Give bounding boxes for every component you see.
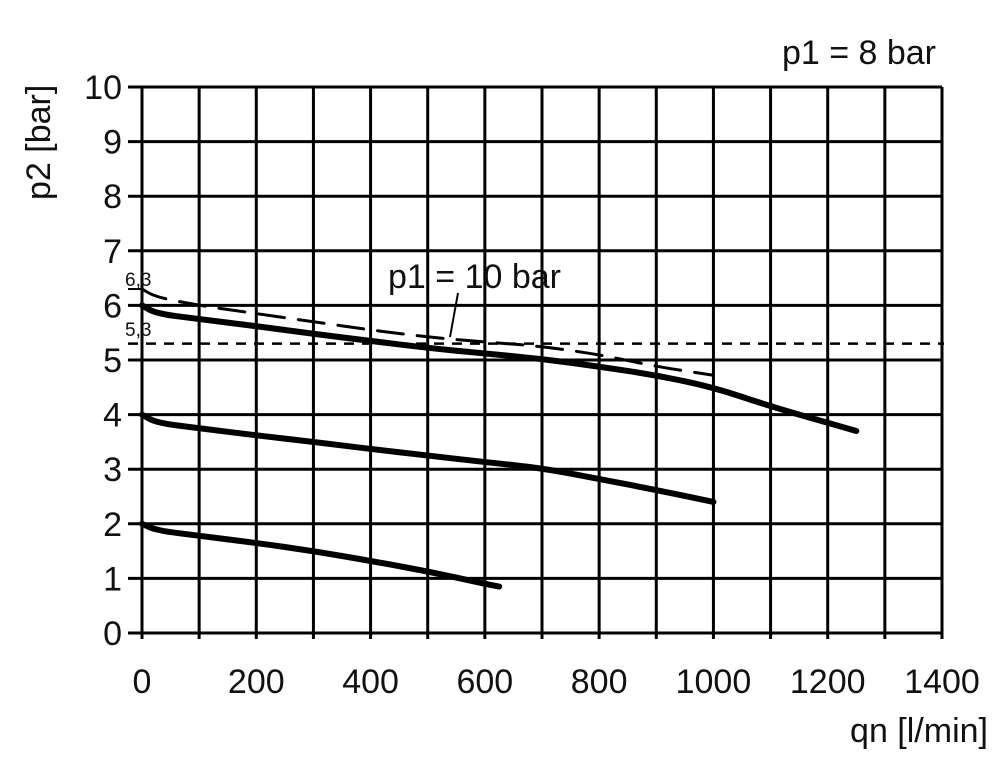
- y-tick-label: 4: [103, 397, 122, 435]
- curves: [128, 287, 944, 590]
- x-tick-label: 1200: [790, 663, 866, 701]
- y-tick-label: 8: [103, 178, 122, 216]
- x-tick-label: 0: [133, 663, 152, 701]
- y-axis-label: p2 [bar]: [20, 85, 58, 200]
- annotation-6-3: 6,3: [125, 270, 151, 291]
- y-tick-label: 5: [103, 342, 122, 380]
- x-tick-label: 600: [456, 663, 513, 701]
- curve-2: [139, 411, 717, 505]
- annotation-p1-10: p1 = 10 bar: [388, 258, 561, 296]
- annotation-p1-8: p1 = 8 bar: [782, 34, 936, 72]
- y-tick-label: 2: [103, 506, 122, 544]
- y-tick-label: 3: [103, 451, 122, 489]
- x-tick-label: 200: [228, 663, 285, 701]
- curve-3: [139, 520, 503, 590]
- x-tick-label: 1400: [904, 663, 980, 701]
- y-tick-label: 10: [84, 69, 122, 107]
- y-tick-label: 0: [103, 615, 122, 653]
- x-tick-label: 400: [342, 663, 399, 701]
- annotation-5-3: 5,3: [125, 320, 151, 341]
- grid: [128, 85, 944, 639]
- x-tick-label: 800: [571, 663, 628, 701]
- x-tick-label: 1000: [676, 663, 752, 701]
- y-tick-label: 7: [103, 233, 122, 271]
- y-tick-label: 9: [103, 124, 122, 162]
- annotation-p1-10-pointer: [449, 292, 459, 338]
- x-axis-label: qn [l/min]: [850, 712, 988, 750]
- y-tick-label: 6: [103, 287, 122, 325]
- y-tick-label: 1: [103, 560, 122, 598]
- curve-p1-10-bar: [140, 287, 715, 377]
- curve-0: [139, 302, 860, 434]
- tick-labels: 0 200 400 600 800 1000 1200 1400 0 1 2 3 4 5 6 7 8 9 10: [84, 69, 980, 701]
